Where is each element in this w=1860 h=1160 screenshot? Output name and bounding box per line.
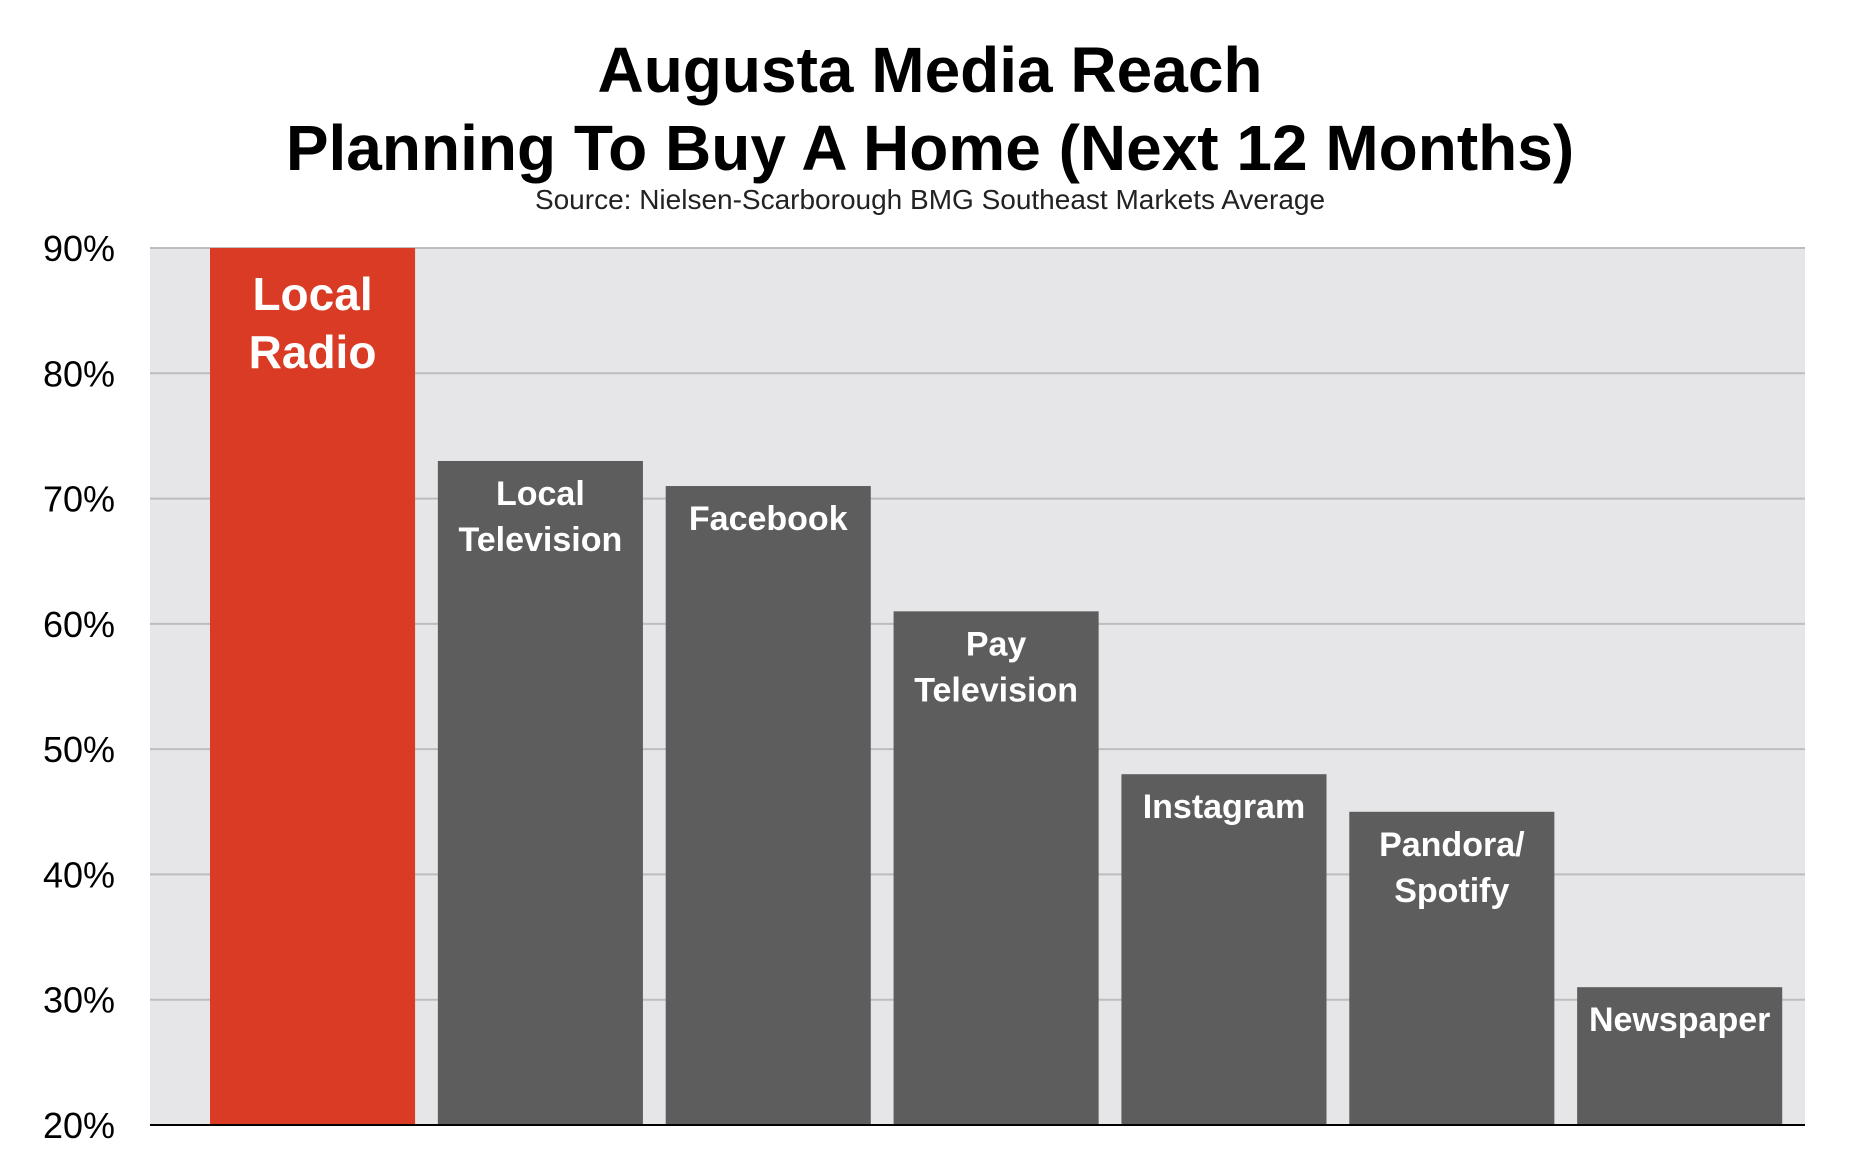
y-tick-label: 30%: [43, 980, 115, 1021]
bar-label: Pandora/: [1379, 826, 1525, 864]
y-tick-label: 50%: [43, 729, 115, 770]
y-tick-label: 90%: [43, 228, 115, 269]
y-tick-label: 80%: [43, 353, 115, 394]
bar: [437, 460, 643, 1125]
bar: [1577, 987, 1783, 1125]
bar: [893, 611, 1099, 1125]
y-tick-label: 20%: [43, 1105, 115, 1146]
bar-label: Pay: [966, 625, 1027, 663]
chart-subtitle: Source: Nielsen-Scarborough BMG Southeas…: [534, 184, 1326, 215]
y-tick-label: 70%: [43, 479, 115, 520]
chart-title-line-2: Planning To Buy A Home (Next 12 Months): [285, 112, 1575, 184]
bar: [665, 486, 871, 1125]
bar: [1349, 811, 1555, 1125]
y-tick-label: 60%: [43, 604, 115, 645]
bar-label: Television: [914, 671, 1078, 709]
chart-title-line-1: Augusta Media Reach: [597, 34, 1263, 106]
y-tick-label: 40%: [43, 854, 115, 895]
bar-label: Local: [252, 268, 372, 320]
bar: [210, 248, 416, 1125]
bar-label: Newspaper: [1589, 1001, 1770, 1039]
bar-label: Spotify: [1394, 872, 1509, 910]
bar-label: Television: [459, 521, 623, 559]
bar: [1121, 774, 1327, 1125]
bar-label: Radio: [249, 326, 377, 378]
bar-label: Local: [496, 475, 585, 513]
bar-label: Facebook: [689, 500, 848, 538]
axes: 20% 30% 40% 50% 60% 70% 80% 90%: [43, 228, 1805, 1146]
bar-label: Instagram: [1143, 788, 1306, 826]
bars: Local Radio Local Television Facebook Pay Tele…: [210, 248, 1783, 1125]
